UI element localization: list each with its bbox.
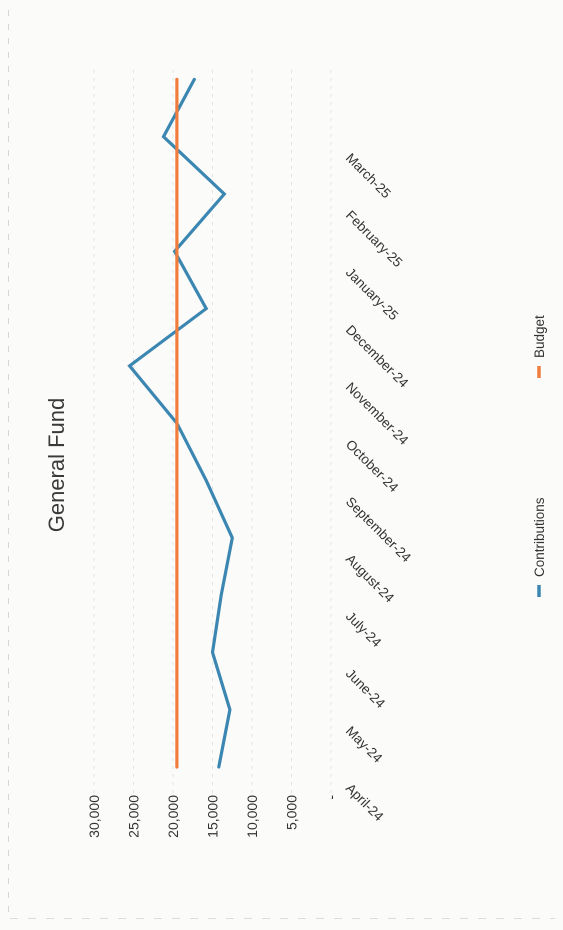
legend: Contributions Budget bbox=[532, 315, 547, 597]
x-category-label: March-25 bbox=[343, 150, 394, 201]
y-tick-label: - bbox=[323, 795, 339, 800]
x-category-label: October-24 bbox=[343, 437, 402, 496]
y-tick-label: 20,000 bbox=[165, 795, 181, 838]
legend-label: Budget bbox=[532, 315, 547, 358]
y-tick-label: 10,000 bbox=[244, 795, 260, 838]
y-tick-label: 30,000 bbox=[86, 795, 102, 838]
y-tick-label: 15,000 bbox=[205, 795, 221, 838]
page-edge-bottom bbox=[10, 918, 555, 919]
chart-title: General Fund bbox=[44, 398, 69, 533]
x-category-label: April-24 bbox=[343, 781, 387, 825]
x-axis-category-labels: April-24May-24June-24July-24August-24Sep… bbox=[343, 150, 414, 824]
data-series bbox=[127, 77, 234, 769]
y-tick-label: 5,000 bbox=[284, 795, 300, 830]
x-category-label: January-25 bbox=[343, 265, 401, 323]
x-category-label: July-24 bbox=[343, 609, 385, 651]
legend-label: Contributions bbox=[532, 497, 547, 577]
x-category-label: August-24 bbox=[343, 551, 397, 605]
page-edge-left bbox=[8, 10, 9, 915]
y-axis-tick-labels: - 5,000 10,000 15,000 20,000 25,000 30,000 bbox=[86, 795, 339, 838]
x-category-label: June-24 bbox=[343, 666, 388, 711]
y-tick-label: 25,000 bbox=[126, 795, 142, 838]
x-category-label: May-24 bbox=[343, 723, 386, 766]
x-category-label: February-25 bbox=[343, 208, 406, 271]
series-line-contributions bbox=[127, 77, 234, 769]
gridlines bbox=[93, 70, 332, 800]
